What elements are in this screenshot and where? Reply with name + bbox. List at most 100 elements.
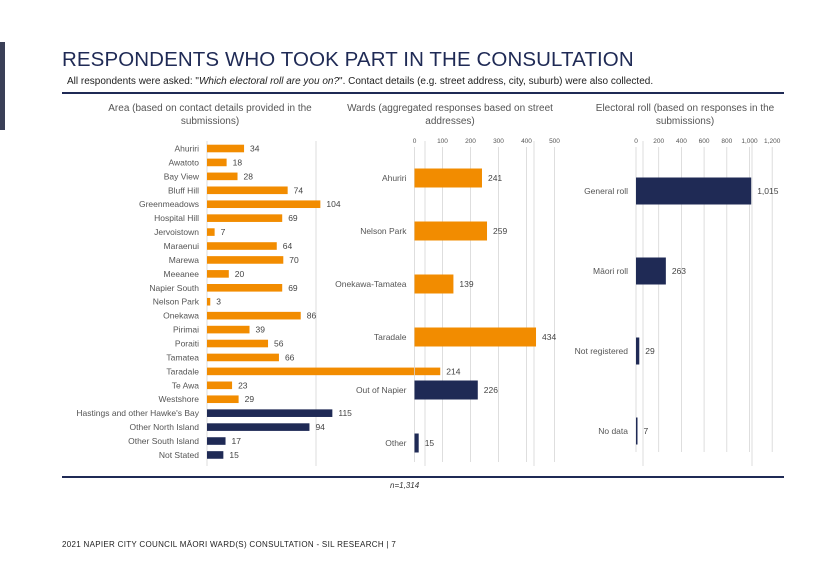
roll-value-label: 7 <box>644 426 649 436</box>
wards-category-label: Ahuriri <box>382 173 407 183</box>
area-category-label: Awatoto <box>168 157 199 167</box>
area-category-label: Napier South <box>149 283 199 293</box>
area-category-label: Bluff Hill <box>168 185 199 195</box>
area-bar <box>207 158 227 167</box>
area-bar <box>207 172 238 181</box>
sample-size-note: n=1,314 <box>390 481 420 490</box>
wards-bar <box>414 327 537 347</box>
area-bar <box>207 451 224 459</box>
page-title: RESPONDENTS WHO TOOK PART IN THE CONSULT… <box>62 48 634 71</box>
area-category-label: Pirimai <box>173 325 199 335</box>
area-value-label: 7 <box>221 227 226 237</box>
area-category-label: Ahuriri <box>174 144 199 154</box>
roll-category-label: Māori roll <box>593 266 628 276</box>
area-bar <box>207 339 269 348</box>
subtitle-details: ". Contact details (e.g. street address,… <box>339 76 654 87</box>
area-value-label: 115 <box>338 408 352 418</box>
wards-chart-title: Wards (aggregated responses based on str… <box>347 103 553 127</box>
wards-category-label: Onekawa-Tamatea <box>335 279 407 289</box>
area-category-label: Nelson Park <box>153 297 200 307</box>
side-accent-bar <box>0 42 5 130</box>
roll-tick-label: 200 <box>653 138 664 145</box>
wards-value-label: 226 <box>484 385 498 395</box>
area-category-label: Marewa <box>169 255 200 265</box>
area-bar <box>207 423 310 431</box>
area-value-label: 39 <box>256 325 266 335</box>
area-category-label: Westshore <box>159 394 200 404</box>
wards-value-label: 241 <box>488 173 502 183</box>
top-rule <box>62 92 784 94</box>
area-value-label: 69 <box>288 213 298 223</box>
wards-value-label: 139 <box>459 279 473 289</box>
area-category-label: Maraenui <box>164 241 200 251</box>
roll-value-label: 263 <box>672 266 686 276</box>
roll-tick-label: 600 <box>699 138 710 145</box>
area-bar <box>207 214 283 222</box>
roll-tick-label: 400 <box>676 138 687 145</box>
area-bar <box>207 311 301 320</box>
area-value-label: 34 <box>250 144 260 154</box>
wards-bar <box>414 221 488 241</box>
roll-tick-label: 0 <box>634 138 638 145</box>
area-bar <box>207 367 441 376</box>
wards-category-label: Taradale <box>374 332 407 342</box>
area-category-label: Not Stated <box>159 450 199 460</box>
area-bar <box>207 186 288 195</box>
area-category-label: Hastings and other Hawke's Bay <box>76 408 199 418</box>
area-value-label: 17 <box>232 436 242 446</box>
area-value-label: 86 <box>307 311 317 321</box>
roll-category-label: Not registered <box>575 346 629 356</box>
wards-category-label: Nelson Park <box>360 226 407 236</box>
area-value-label: 18 <box>233 157 243 167</box>
area-category-label: Onekawa <box>163 311 199 321</box>
roll-tick-label: 800 <box>721 138 732 145</box>
bottom-rule <box>62 476 784 478</box>
area-category-label: Other North Island <box>130 422 200 432</box>
area-bar <box>207 353 279 362</box>
wards-value-label: 434 <box>542 332 556 342</box>
wards-category-label: Other <box>385 438 406 448</box>
area-value-label: 94 <box>315 422 325 432</box>
wards-tick-label: 300 <box>493 138 504 145</box>
wards-tick-label: 0 <box>413 138 417 145</box>
area-value-label: 69 <box>288 283 298 293</box>
area-value-label: 56 <box>274 339 284 349</box>
wards-category-label: Out of Napier <box>356 385 407 395</box>
area-bar <box>207 325 250 334</box>
roll-category-label: General roll <box>584 186 628 196</box>
wards-bar <box>414 433 419 453</box>
area-bar <box>207 144 245 153</box>
area-chart-title: Area (based on contact details provided … <box>108 103 312 127</box>
area-category-label: Poraiti <box>175 339 199 349</box>
area-value-label: 28 <box>244 171 254 181</box>
roll-bar <box>636 337 640 365</box>
wards-value-label: 259 <box>493 226 507 236</box>
area-category-label: Tamatea <box>166 352 199 362</box>
roll-tick-label: 1,000 <box>741 138 758 145</box>
area-value-label: 23 <box>238 380 248 390</box>
area-bar <box>207 297 211 306</box>
roll-bar <box>636 257 666 285</box>
wards-bar <box>414 168 482 188</box>
roll-tick-label: 1,200 <box>764 138 781 145</box>
wards-bar <box>414 274 454 294</box>
area-category-label: Jervoistown <box>154 227 199 237</box>
roll-category-label: No data <box>598 426 628 436</box>
wards-bar <box>414 380 478 400</box>
area-value-label: 29 <box>245 394 255 404</box>
area-bar <box>207 256 284 264</box>
roll-value-label: 1,015 <box>757 186 779 196</box>
area-bar <box>207 437 226 445</box>
area-bar <box>207 242 277 250</box>
area-category-label: Bay View <box>164 171 200 181</box>
area-category-label: Other South Island <box>128 436 199 446</box>
subtitle: All respondents were asked: "Which elect… <box>67 76 653 87</box>
area-value-label: 66 <box>285 352 295 362</box>
area-bar <box>207 228 215 236</box>
wards-tick-label: 400 <box>521 138 532 145</box>
area-value-label: 70 <box>289 255 299 265</box>
roll-value-label: 29 <box>645 346 655 356</box>
area-bar <box>207 381 233 390</box>
subtitle-question: Which electoral roll are you on? <box>198 76 340 87</box>
wards-tick-label: 200 <box>465 138 476 145</box>
